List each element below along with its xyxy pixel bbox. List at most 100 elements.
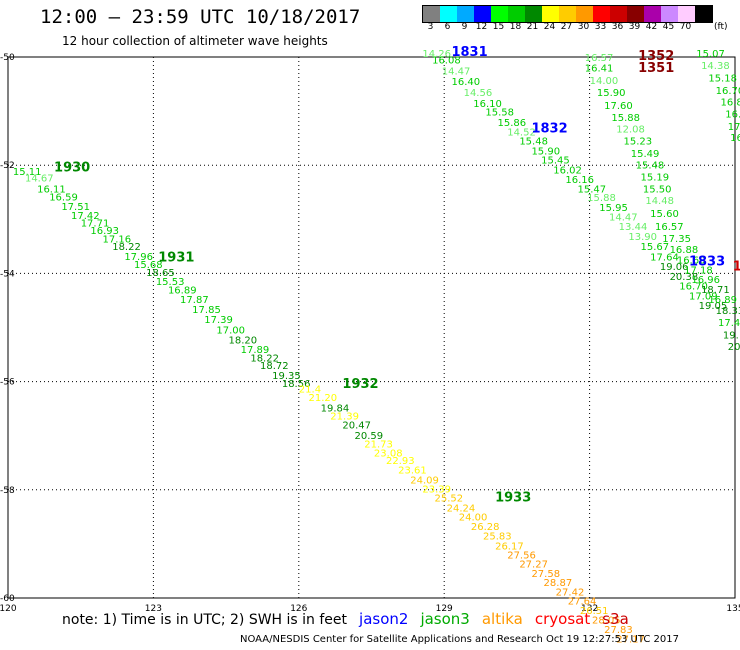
wave-height-value: 20.38 [670, 272, 699, 283]
wave-height-value: 18.20 [229, 336, 258, 347]
wave-height-value: 17.18 [684, 265, 713, 276]
pass-time-label: 1933 [495, 491, 531, 506]
wave-height-value: 15.18 [708, 73, 737, 84]
wave-height-value: 15.58 [485, 107, 514, 118]
lon-tick-label: 135 [726, 604, 740, 614]
wave-height-value: 15.90 [531, 146, 560, 157]
lat-tick-label: -58 [0, 486, 15, 496]
legend-swatch [457, 6, 474, 22]
wave-height-value: 16.89 [708, 295, 737, 306]
wave-height-value: 17.87 [180, 295, 209, 306]
wave-height-value: 20.59 [355, 431, 384, 442]
color-legend-labels: 3 6 9 12 15 18 21 24 27 30 33 36 39 42 45 70 [422, 22, 711, 32]
wave-height-value: 16.70 [679, 282, 708, 293]
lon-tick-label: 120 [0, 604, 17, 614]
legend-swatch [593, 6, 610, 22]
wave-height-value: 17.96 [124, 252, 153, 263]
legend-swatch [474, 6, 491, 22]
wave-height-value: 15.48 [519, 137, 548, 148]
wave-height-value: 21.20 [308, 393, 337, 404]
wave-height-value: 15.88 [587, 193, 616, 204]
legend-label: 18 [509, 22, 522, 32]
legend-swatch [440, 6, 457, 22]
color-legend [422, 5, 713, 23]
wave-height-value: 14.48 [645, 196, 674, 207]
lat-tick-label: -54 [0, 269, 15, 279]
wave-height-value: 26.51 [580, 606, 609, 617]
wave-height-value: 18.22 [112, 242, 141, 253]
legend-label: 3 [427, 22, 434, 32]
wave-height-value: 16.02 [553, 165, 582, 176]
pass-time-label: 1831 [451, 45, 487, 60]
wave-height-value: 18.65 [146, 268, 175, 279]
wave-height-value: 17.42 [71, 211, 100, 222]
wave-height-value: 16.41 [585, 64, 614, 75]
legend-swatch [525, 6, 542, 22]
satellite-name: jason3 [420, 610, 470, 628]
wave-height-value: 15.60 [650, 209, 679, 220]
lat-tick-label: -56 [0, 378, 15, 388]
legend-label: 12 [475, 22, 488, 32]
wave-height-value: 18.33 [716, 306, 740, 317]
wave-height-value: 16.59 [49, 192, 78, 203]
wave-height-value: 27.42 [556, 587, 585, 598]
wave-height-value: 16.70 [716, 86, 740, 97]
wave-height-value: 24.00 [459, 513, 488, 524]
wave-height-value: 24.24 [447, 503, 476, 514]
legend-label: 33 [594, 22, 607, 32]
wave-height-value: 15.23 [624, 137, 653, 148]
wave-height-value: 19.06 [660, 262, 689, 273]
wave-height-value: 16.11 [37, 184, 66, 195]
wave-height-value: 14.67 [25, 173, 54, 184]
legend-swatch [508, 6, 525, 22]
wave-height-value: 15.88 [611, 113, 640, 124]
wave-height-value: 14.00 [590, 76, 619, 87]
legend-label: 15 [492, 22, 505, 32]
wave-height-value: 14.56 [464, 88, 493, 99]
wave-height-value: 17.00 [216, 325, 245, 336]
wave-height-value: 14.26 [422, 49, 451, 60]
wave-height-value: 17.16 [103, 235, 132, 246]
map-frame [7, 56, 736, 599]
wave-height-value: 15.95 [599, 203, 628, 214]
wave-height-value: 27.17 [616, 634, 645, 645]
wave-height-value: 20.47 [342, 421, 371, 432]
satellite-name: altika [481, 610, 523, 628]
legend-swatch [491, 6, 508, 22]
wave-height-value: 14.52 [507, 127, 536, 138]
satellite-name: cryosat [534, 610, 591, 628]
wave-height-value: 18.22 [250, 354, 279, 365]
wave-height-value: 15.86 [498, 118, 527, 129]
legend-swatch [576, 6, 593, 22]
wave-height-value: 14.38 [701, 61, 730, 72]
wave-height-value: 16.93 [90, 226, 119, 237]
lat-tick-label: -60 [0, 594, 15, 604]
wave-height-value: 17.71 [81, 218, 110, 229]
pass-time-label: 1931 [158, 250, 194, 265]
pass-time-label: 1930 [54, 161, 90, 176]
wave-height-value: 27.58 [531, 569, 560, 580]
legend-label: 21 [526, 22, 539, 32]
wave-height-value: 15.49 [631, 149, 660, 160]
wave-height-value: 26.17 [495, 541, 524, 552]
wave-height-value: 16.60 [677, 256, 706, 267]
wave-height-value: 25.83 [483, 532, 512, 543]
legend-swatch [542, 6, 559, 22]
wave-height-value: 17.89 [241, 345, 270, 356]
wave-height-value: 15.19 [640, 172, 669, 183]
footer-credit: NOAA/NESDIS Center for Satellite Applica… [240, 634, 679, 645]
wave-height-value: 19.05 [699, 301, 728, 312]
wave-height-value: 19. [723, 330, 739, 341]
pass-time-label: 1832 [531, 122, 567, 137]
wave-height-value: 16.40 [451, 77, 480, 88]
wave-height-value: 15.50 [643, 184, 672, 195]
lon-tick-label: 132 [581, 604, 598, 614]
legend-label: 39 [628, 22, 641, 32]
wave-height-value: 28.05 [592, 615, 621, 626]
lon-tick-label: 129 [436, 604, 453, 614]
wave-height-value: 16.0 [725, 110, 740, 121]
map-subtitle: 12 hour collection of altimeter wave hei… [62, 34, 328, 48]
legend-label: 42 [645, 22, 658, 32]
legend-swatch [644, 6, 661, 22]
